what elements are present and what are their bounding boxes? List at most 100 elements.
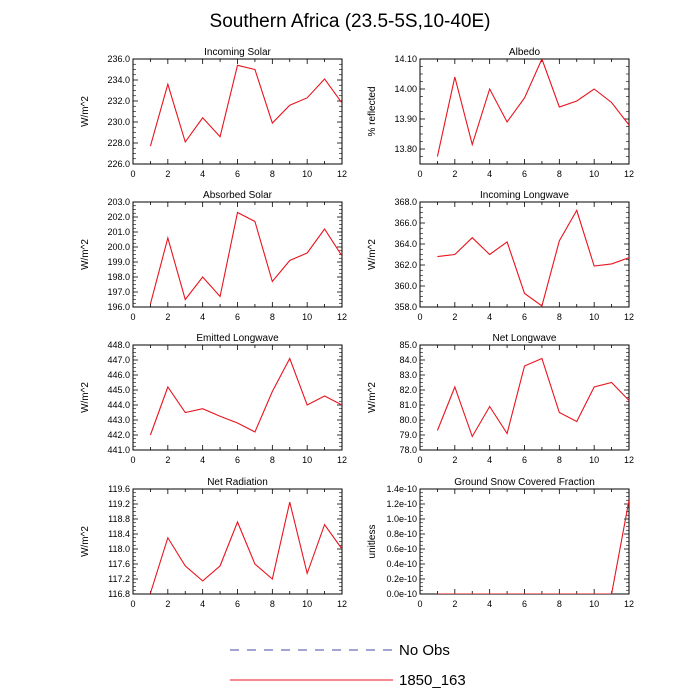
x-tick-label: 6 xyxy=(522,599,527,609)
y-axis-label: W/m^2 xyxy=(367,239,378,270)
legend: No Obs 1850_163 xyxy=(230,642,466,689)
panel-net-radiation: Net Radiation W/m^2 0 2 4 6 8 10 12 116.8 117.2 117… xyxy=(80,477,347,609)
x-tick-label: 10 xyxy=(302,599,312,609)
x-tick-label: 8 xyxy=(270,455,275,465)
y-tick-label: 1.2e-10 xyxy=(386,499,417,509)
y-tick-label: 446.0 xyxy=(107,370,130,380)
x-tick-label: 2 xyxy=(452,599,457,609)
plot-frame xyxy=(419,344,630,451)
x-tick-label: 2 xyxy=(452,169,457,179)
y-tick-label: 202.0 xyxy=(107,212,130,222)
x-tick-label: 2 xyxy=(165,312,170,322)
plot-frame xyxy=(419,58,630,165)
y-axis-label: W/m^2 xyxy=(80,526,91,557)
panel-albedo: Albedo % reflected 0 2 4 6 8 10 12 13.80 13.90 14.0… xyxy=(367,47,634,179)
y-tick-label: 118.0 xyxy=(108,544,130,554)
x-tick-label: 8 xyxy=(270,599,275,609)
y-tick-label: 196.0 xyxy=(107,302,130,312)
x-tick-label: 12 xyxy=(624,599,634,609)
series-line-1850-163 xyxy=(149,64,342,147)
y-axis-label: unitless xyxy=(367,525,378,559)
x-tick-label: 4 xyxy=(487,169,492,179)
y-tick-label: 82.0 xyxy=(399,385,417,395)
y-tick-label: 119.6 xyxy=(108,484,130,494)
series-line-1850-163 xyxy=(149,211,342,305)
panel-emitted-longwave: Emitted Longwave W/m^2 0 2 4 6 8 10 12 441.0 442.0… xyxy=(80,333,347,465)
x-tick-label: 10 xyxy=(589,599,599,609)
x-tick-label: 10 xyxy=(302,169,312,179)
x-tick-label: 2 xyxy=(165,599,170,609)
panel-title: Net Longwave xyxy=(493,333,557,344)
series-line-1850-163 xyxy=(436,357,629,438)
y-tick-label: 1.0e-10 xyxy=(386,514,417,524)
y-tick-label: 14.00 xyxy=(394,84,417,94)
y-tick-label: 0.2e-10 xyxy=(386,574,417,584)
y-tick-label: 0.8e-10 xyxy=(386,529,417,539)
x-tick-label: 6 xyxy=(522,169,527,179)
y-tick-label: 364.0 xyxy=(394,239,417,249)
y-tick-label: 85.0 xyxy=(399,340,417,350)
y-tick-label: 368.0 xyxy=(394,197,417,207)
panel-title: Emitted Longwave xyxy=(196,333,279,344)
y-tick-label: 79.0 xyxy=(399,430,417,440)
y-tick-label: 81.0 xyxy=(399,400,417,410)
panel-title: Absorbed Solar xyxy=(203,190,273,201)
panel-title: Incoming Longwave xyxy=(480,190,569,201)
x-tick-label: 10 xyxy=(589,312,599,322)
x-tick-label: 12 xyxy=(337,312,347,322)
y-tick-label: 0.6e-10 xyxy=(386,544,417,554)
y-axis-label: % reflected xyxy=(367,86,378,136)
y-axis-label: W/m^2 xyxy=(80,96,91,127)
y-tick-label: 14.10 xyxy=(394,54,417,64)
y-tick-label: 116.8 xyxy=(108,589,130,599)
y-tick-label: 203.0 xyxy=(107,197,130,207)
x-tick-label: 4 xyxy=(200,599,205,609)
y-tick-label: 362.0 xyxy=(394,260,417,270)
panel-title: Albedo xyxy=(509,47,541,58)
y-tick-label: 0.0e-10 xyxy=(386,589,417,599)
x-tick-label: 0 xyxy=(130,169,135,179)
x-tick-label: 0 xyxy=(417,169,422,179)
x-tick-label: 10 xyxy=(589,455,599,465)
y-tick-label: 13.90 xyxy=(394,114,417,124)
x-tick-label: 2 xyxy=(165,455,170,465)
x-tick-label: 6 xyxy=(235,312,240,322)
panel-title: Incoming Solar xyxy=(204,47,271,58)
y-tick-label: 83.0 xyxy=(399,370,417,380)
panel-title: Net Radiation xyxy=(207,477,268,488)
y-tick-label: 13.80 xyxy=(394,144,417,154)
y-tick-label: 118.8 xyxy=(108,514,130,524)
x-tick-label: 10 xyxy=(302,312,312,322)
y-tick-label: 445.0 xyxy=(107,385,130,395)
x-tick-label: 12 xyxy=(337,169,347,179)
plot-frame xyxy=(419,488,630,595)
x-tick-label: 0 xyxy=(130,599,135,609)
y-tick-label: 232.0 xyxy=(107,96,130,106)
y-tick-label: 197.0 xyxy=(107,287,130,297)
x-tick-label: 12 xyxy=(624,312,634,322)
x-tick-label: 6 xyxy=(522,455,527,465)
x-tick-label: 2 xyxy=(452,312,457,322)
figure-title: Southern Africa (23.5-5S,10-40E) xyxy=(210,11,491,32)
y-tick-label: 1.4e-10 xyxy=(386,484,417,494)
y-tick-label: 447.0 xyxy=(107,355,130,365)
series-line-1850-163 xyxy=(436,59,629,157)
y-tick-label: 226.0 xyxy=(107,159,130,169)
y-tick-label: 117.2 xyxy=(108,574,130,584)
series-line-1850-163 xyxy=(149,357,342,436)
y-tick-label: 236.0 xyxy=(107,54,130,64)
y-tick-label: 448.0 xyxy=(107,340,130,350)
x-tick-label: 6 xyxy=(235,169,240,179)
plot-frame xyxy=(132,201,343,308)
y-tick-label: 441.0 xyxy=(107,445,130,455)
y-tick-label: 0.4e-10 xyxy=(386,559,417,569)
x-tick-label: 0 xyxy=(417,599,422,609)
x-tick-label: 8 xyxy=(557,312,562,322)
x-tick-label: 4 xyxy=(487,312,492,322)
x-tick-label: 6 xyxy=(235,599,240,609)
y-tick-label: 230.0 xyxy=(107,117,130,127)
y-axis-label: W/m^2 xyxy=(80,239,91,270)
y-tick-label: 228.0 xyxy=(107,138,130,148)
y-tick-label: 199.0 xyxy=(107,257,130,267)
y-tick-label: 118.4 xyxy=(108,529,130,539)
